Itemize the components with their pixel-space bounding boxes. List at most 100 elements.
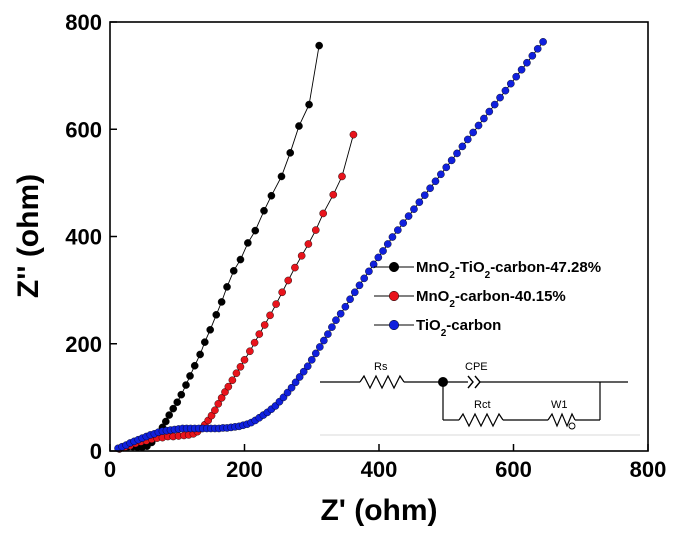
legend-label-part: TiO <box>416 317 441 334</box>
data-point <box>399 219 408 227</box>
data-point <box>162 417 170 426</box>
data-point <box>206 326 215 334</box>
data-point <box>369 260 378 269</box>
data-point <box>355 281 364 290</box>
legend-marker <box>388 261 400 273</box>
data-point <box>374 253 383 262</box>
data-point <box>260 321 269 329</box>
data-point <box>332 316 340 324</box>
data-point <box>278 288 286 297</box>
data-point <box>394 226 402 234</box>
data-point <box>173 398 182 407</box>
data-point <box>485 107 494 116</box>
data-point <box>324 330 332 338</box>
data-point <box>251 226 260 235</box>
data-point <box>507 79 515 88</box>
data-point <box>236 363 245 371</box>
data-point <box>315 41 323 50</box>
data-point <box>388 233 397 241</box>
data-point <box>177 390 186 399</box>
x-tick-label: 200 <box>226 457 263 482</box>
data-point <box>212 310 221 319</box>
legend-label: MnO2-carbon-40.15% <box>416 288 566 310</box>
legend-label-part: 2 <box>485 270 491 281</box>
data-point <box>299 367 308 376</box>
warburg-marker <box>568 422 576 430</box>
y-tick-label: 200 <box>65 332 102 357</box>
data-point <box>338 172 346 181</box>
data-point <box>240 356 249 364</box>
data-point <box>224 382 233 391</box>
y-axis-label: Z'' (ohm) <box>12 174 45 298</box>
data-point <box>211 406 219 415</box>
y-tick-label: 0 <box>90 439 102 464</box>
tick-layer: 0 200 400 600 800 0 200 400 600 800 <box>65 10 666 482</box>
data-point <box>420 191 429 200</box>
data-point <box>236 255 245 264</box>
data-point <box>250 338 259 347</box>
data-point <box>517 65 526 74</box>
data-point <box>350 288 359 297</box>
data-point <box>383 240 392 248</box>
rct-resistor <box>458 412 504 428</box>
data-point <box>217 394 226 402</box>
rs-label: Rs <box>374 361 388 373</box>
legend-label: MnO2-TiO2-carbon-47.28% <box>416 259 601 281</box>
data-point <box>316 343 324 351</box>
data-point <box>336 309 345 318</box>
data-point <box>453 149 461 158</box>
data-point <box>255 330 264 338</box>
data-point <box>426 184 434 193</box>
data-point <box>291 378 300 387</box>
data-point <box>272 300 280 308</box>
legend-label-part: 2 <box>449 270 455 281</box>
data-point <box>190 361 199 370</box>
data-point <box>182 381 190 389</box>
legend-label-part: -TiO <box>455 259 485 276</box>
cpe-label: CPE <box>465 361 488 373</box>
w1-label: W1 <box>551 399 568 411</box>
data-point <box>295 373 304 381</box>
data-point <box>437 170 445 179</box>
legend-label-part: MnO <box>416 288 450 305</box>
data-point <box>320 336 328 345</box>
x-tick-label: 600 <box>495 457 532 482</box>
data-point <box>404 212 413 220</box>
data-point <box>329 190 338 199</box>
rct-label: Rct <box>474 399 491 411</box>
series-layer <box>114 38 547 453</box>
data-point <box>379 247 387 255</box>
x-axis-label: Z' (ohm) <box>320 494 437 527</box>
data-point <box>232 369 241 378</box>
data-point <box>291 263 299 272</box>
y-tick-label: 600 <box>65 117 102 142</box>
data-point <box>228 376 237 385</box>
rs-resistor <box>359 374 405 390</box>
data-point <box>311 226 320 234</box>
data-point <box>410 205 418 213</box>
data-point <box>196 350 204 359</box>
data-point <box>463 135 472 144</box>
legend-label-part: -carbon <box>446 317 501 334</box>
legend-label-part: -carbon-47.28% <box>490 259 601 276</box>
data-point <box>528 51 537 60</box>
data-point <box>217 298 226 306</box>
data-point <box>201 338 209 346</box>
data-point <box>469 128 477 137</box>
data-point <box>267 191 276 200</box>
data-point <box>319 209 327 218</box>
legend-label-part: 2 <box>449 299 455 310</box>
data-point <box>480 114 488 123</box>
data-point <box>496 93 504 102</box>
data-point <box>311 349 320 358</box>
legend-label-part: 2 <box>441 328 447 339</box>
data-point <box>490 100 499 109</box>
data-point <box>284 276 293 285</box>
series-tio2-carbon <box>114 38 547 453</box>
data-point <box>458 142 467 151</box>
legend: MnO2-TiO2-carbon-47.28%MnO2-carbon-40.15… <box>374 259 601 339</box>
data-point <box>246 347 254 356</box>
x-tick-label: 400 <box>361 457 398 482</box>
data-point <box>287 383 296 392</box>
